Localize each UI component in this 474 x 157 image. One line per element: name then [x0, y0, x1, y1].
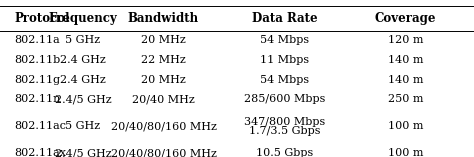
Text: 802.11n: 802.11n: [14, 94, 61, 104]
Text: 11 Mbps: 11 Mbps: [260, 55, 309, 65]
Text: Frequency: Frequency: [48, 12, 118, 25]
Text: 250 m: 250 m: [388, 94, 423, 104]
Text: Coverage: Coverage: [374, 12, 436, 25]
Text: 20/40/80/160 MHz: 20/40/80/160 MHz: [110, 121, 217, 131]
Text: 802.11g: 802.11g: [14, 75, 60, 85]
Text: 2.4 GHz: 2.4 GHz: [60, 55, 106, 65]
Text: 20/40/80/160 MHz: 20/40/80/160 MHz: [110, 149, 217, 157]
Text: 5 GHz: 5 GHz: [65, 35, 100, 45]
Text: 2.4/5 GHz: 2.4/5 GHz: [55, 94, 111, 104]
Text: 140 m: 140 m: [388, 55, 423, 65]
Text: Bandwidth: Bandwidth: [128, 12, 199, 25]
Text: 140 m: 140 m: [388, 75, 423, 85]
Text: 802.11a: 802.11a: [14, 35, 60, 45]
Text: 802.11ax: 802.11ax: [14, 149, 66, 157]
Text: 20 MHz: 20 MHz: [141, 75, 186, 85]
Text: 20/40 MHz: 20/40 MHz: [132, 94, 195, 104]
Text: 100 m: 100 m: [388, 149, 423, 157]
Text: 802.11b: 802.11b: [14, 55, 61, 65]
Text: 54 Mbps: 54 Mbps: [260, 35, 309, 45]
Text: Protocol: Protocol: [14, 12, 70, 25]
Text: 120 m: 120 m: [388, 35, 423, 45]
Text: 54 Mbps: 54 Mbps: [260, 75, 309, 85]
Text: 2.4 GHz: 2.4 GHz: [60, 75, 106, 85]
Text: 10.5 Gbps: 10.5 Gbps: [256, 149, 313, 157]
Text: 22 MHz: 22 MHz: [141, 55, 186, 65]
Text: 20 MHz: 20 MHz: [141, 35, 186, 45]
Text: 2.4/5 GHz: 2.4/5 GHz: [55, 149, 111, 157]
Text: 285/600 Mbps: 285/600 Mbps: [244, 94, 325, 104]
Text: 100 m: 100 m: [388, 121, 423, 131]
Text: 5 GHz: 5 GHz: [65, 121, 100, 131]
Text: 1.7/3.5 Gbps: 1.7/3.5 Gbps: [249, 126, 320, 136]
Text: 347/800 Mbps: 347/800 Mbps: [244, 116, 325, 127]
Text: Data Rate: Data Rate: [252, 12, 317, 25]
Text: 802.11ac: 802.11ac: [14, 121, 66, 131]
